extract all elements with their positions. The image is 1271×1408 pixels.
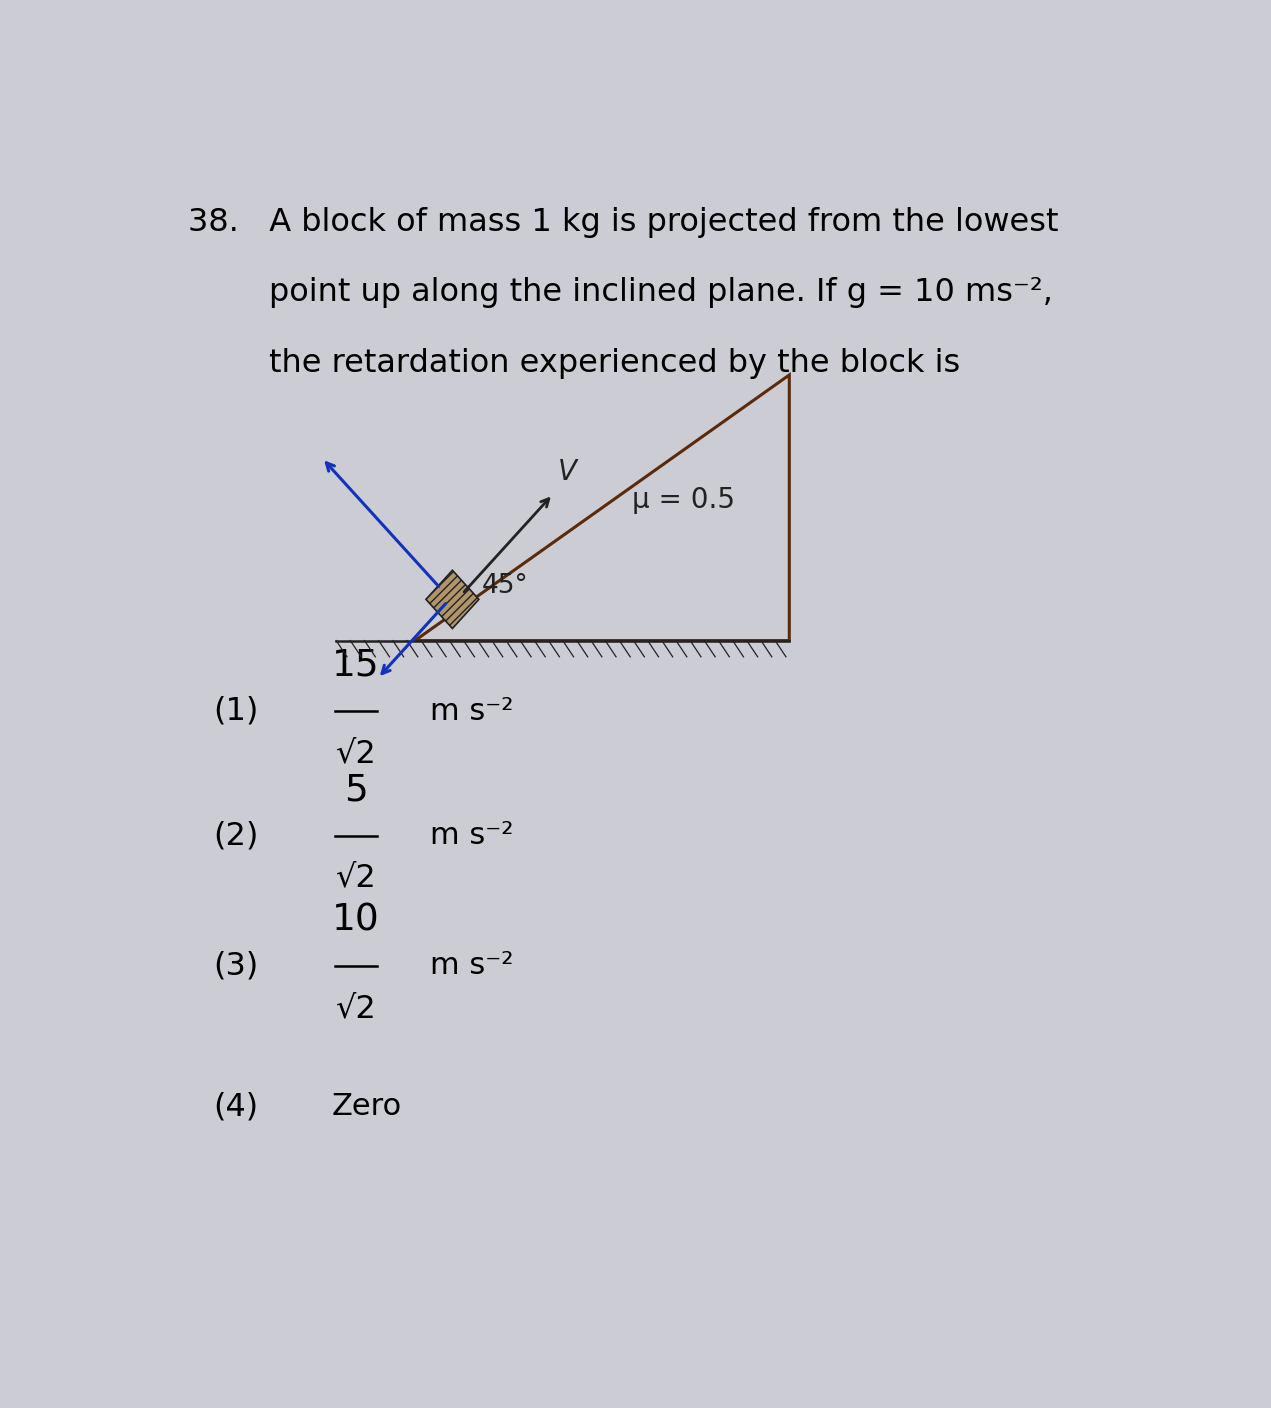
Text: √2: √2 (336, 993, 376, 1024)
Text: 5: 5 (344, 773, 367, 808)
Text: μ = 0.5: μ = 0.5 (632, 486, 735, 514)
Text: √2: √2 (336, 738, 376, 769)
Text: (2): (2) (214, 821, 258, 852)
Text: (1): (1) (214, 696, 258, 727)
Text: point up along the inclined plane. If g = 10 ms⁻²,: point up along the inclined plane. If g … (188, 277, 1054, 308)
Text: (3): (3) (214, 950, 258, 981)
Text: m s⁻²: m s⁻² (430, 697, 513, 725)
Text: m s⁻²: m s⁻² (430, 952, 513, 980)
Text: 45°: 45° (482, 573, 529, 600)
Text: 10: 10 (332, 903, 380, 939)
Text: V: V (558, 458, 577, 486)
Text: the retardation experienced by the block is: the retardation experienced by the block… (188, 348, 961, 379)
Text: Zero: Zero (332, 1093, 402, 1121)
Text: 15: 15 (332, 648, 380, 684)
Polygon shape (426, 570, 479, 628)
Text: (4): (4) (214, 1091, 258, 1122)
Text: √2: √2 (336, 863, 376, 894)
Text: m s⁻²: m s⁻² (430, 821, 513, 850)
Text: 38.   A block of mass 1 kg is projected from the lowest: 38. A block of mass 1 kg is projected fr… (188, 207, 1059, 238)
